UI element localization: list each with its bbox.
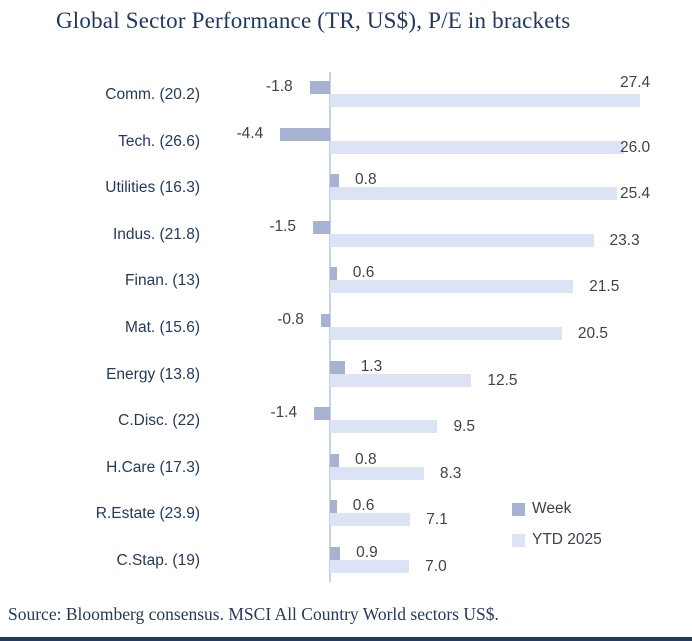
week-bar <box>330 267 337 281</box>
category-label: Finan. (13) <box>125 272 200 290</box>
week-value-label: -1.8 <box>265 78 293 95</box>
chart-title: Global Sector Performance (TR, US$), P/E… <box>56 8 571 33</box>
week-value-label: 0.6 <box>352 264 375 282</box>
ytd-bar <box>330 560 410 573</box>
category-label: Comm. (20.2) <box>105 86 200 103</box>
category-label: C.Disc. (22) <box>118 412 200 430</box>
ytd-value-label: 9.5 <box>453 418 475 436</box>
category-label: H.Care (17.3) <box>106 458 200 476</box>
week-value-label: -1.5 <box>269 217 297 235</box>
week-value-label: 0.6 <box>352 497 375 515</box>
legend: Week YTD 2025 <box>512 498 602 560</box>
category-label: Mat. (15.6) <box>125 319 200 336</box>
week-bar <box>309 81 330 94</box>
week-series-swatch <box>512 502 525 516</box>
week-value-label: 0.9 <box>356 544 378 561</box>
legend-item-week: Week <box>512 498 602 520</box>
week-bar <box>330 360 345 374</box>
category-label: Tech. (26.6) <box>118 132 200 150</box>
ytd-bar <box>330 280 574 294</box>
legend-label-week: Week <box>532 500 572 517</box>
week-value-label: 0.8 <box>355 450 377 468</box>
ytd-value-label: 7.1 <box>426 511 448 529</box>
ytd-value-label: 21.5 <box>589 278 620 296</box>
category-label: Energy (13.8) <box>106 365 200 383</box>
category-label: Indus. (21.8) <box>112 225 200 243</box>
week-value-label: -0.8 <box>277 311 304 328</box>
week-bar <box>313 220 330 234</box>
week-bar <box>280 127 330 141</box>
category-label: Utilities (16.3) <box>105 179 200 197</box>
bottom-divider <box>0 637 692 641</box>
week-bar <box>330 500 337 514</box>
ytd-bar <box>330 233 594 247</box>
ytd-value-label: 7.0 <box>425 558 447 575</box>
ytd-bar <box>330 373 472 387</box>
ytd-value-label: 20.5 <box>577 325 609 342</box>
plot-area: Comm. (20.2) -1.8 27.4 Tech. (26.6) -4.4 26.0… <box>95 72 651 582</box>
ytd-bar <box>330 140 625 154</box>
source-caption: Source: Bloomberg consensus. MSCI All Co… <box>8 604 499 624</box>
legend-label-ytd: YTD 2025 <box>532 531 602 548</box>
week-value-label: 1.3 <box>360 357 383 375</box>
week-bar <box>314 407 330 421</box>
ytd-bar <box>330 513 411 527</box>
ytd-value-label: 8.3 <box>439 464 462 482</box>
ytd-bar <box>330 187 618 201</box>
category-label: R.Estate (23.9) <box>95 505 200 523</box>
week-value-label: -1.4 <box>270 404 298 422</box>
week-bar <box>320 314 330 327</box>
week-bar <box>330 453 340 467</box>
ytd-value-label: 25.4 <box>620 185 651 203</box>
category-label: C.Stap. (19) <box>116 552 200 569</box>
week-value-label: 0.8 <box>355 171 377 189</box>
week-bar <box>330 547 341 560</box>
week-value-label: -4.4 <box>236 124 264 142</box>
ytd-bar <box>330 327 562 340</box>
ytd-bar <box>330 466 424 480</box>
ytd-value-label: 27.4 <box>620 74 651 91</box>
ytd-value-label: 26.0 <box>620 138 651 156</box>
ytd-series-swatch <box>512 533 525 547</box>
ytd-bar <box>330 420 438 434</box>
ytd-value-label: 23.3 <box>609 231 640 249</box>
legend-item-ytd: YTD 2025 <box>512 529 602 551</box>
ytd-bar <box>330 94 640 107</box>
ytd-value-label: 12.5 <box>487 371 518 389</box>
week-bar <box>330 174 340 188</box>
